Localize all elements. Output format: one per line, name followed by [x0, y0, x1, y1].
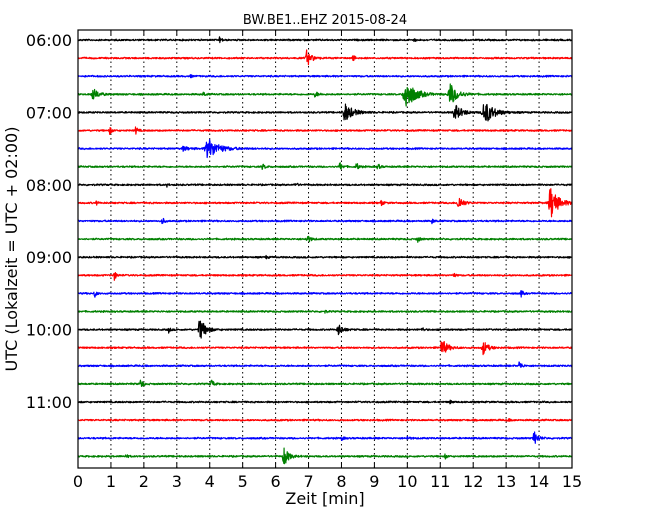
x-tick-label: 12 [463, 472, 483, 491]
x-tick-label: 11 [430, 472, 450, 491]
trace-0830 [77, 217, 573, 225]
trace-0715 [77, 126, 573, 135]
trace-0945 [77, 309, 573, 314]
y-axis-label: UTC (Lokalzeit = UTC + 02:00) [2, 127, 21, 372]
trace-0930 [77, 290, 573, 298]
trace-0745 [77, 162, 573, 170]
y-tick-label: 09:00 [26, 248, 72, 267]
trace-1045 [77, 379, 573, 387]
x-ticks: 0 1 2 3 4 5 6 7 8 9 10 11 12 13 14 15 [73, 30, 582, 491]
trace-0600 [77, 36, 573, 44]
y-tick-label: 07:00 [26, 103, 72, 122]
trace-0645 [77, 83, 573, 107]
grid-layer [110, 30, 540, 468]
trace-0630 [77, 73, 573, 79]
plot-frame [77, 29, 573, 469]
trace-1115 [77, 418, 573, 422]
traces-layer [77, 36, 573, 465]
trace-0900 [77, 254, 573, 260]
x-tick-label: 1 [106, 472, 116, 491]
trace-0815 [77, 188, 573, 218]
x-axis-label: Zeit [min] [285, 489, 364, 508]
y-ticks: 06:00 07:00 08:00 09:00 10:00 11:00 [26, 31, 572, 412]
trace-0915 [77, 271, 573, 281]
x-tick-label: 7 [303, 472, 313, 491]
x-tick-label: 13 [496, 472, 516, 491]
trace-0700 [77, 103, 573, 122]
trace-0615 [77, 49, 573, 66]
chart-title: BW.BE1..EHZ 2015-08-24 [243, 13, 407, 28]
x-tick-label: 15 [562, 472, 582, 491]
x-tick-label: 6 [271, 472, 281, 491]
x-tick-label: 2 [139, 472, 149, 491]
trace-1145 [77, 447, 573, 465]
x-tick-label: 10 [397, 472, 417, 491]
trace-1000 [77, 320, 573, 339]
y-tick-label: 06:00 [26, 31, 72, 50]
x-tick-label: 14 [529, 472, 549, 491]
trace-0845 [77, 235, 573, 243]
y-tick-label: 10:00 [26, 321, 72, 340]
x-tick-label: 8 [336, 472, 346, 491]
trace-1100 [77, 399, 573, 405]
trace-1030 [77, 361, 573, 368]
y-tick-label: 11:00 [26, 393, 72, 412]
x-tick-label: 4 [205, 472, 215, 491]
x-tick-label: 0 [73, 472, 83, 491]
x-tick-label: 3 [172, 472, 182, 491]
trace-0730 [77, 138, 573, 159]
y-tick-label: 08:00 [26, 176, 72, 195]
trace-1130 [77, 431, 573, 444]
trace-0800 [77, 182, 573, 188]
x-tick-label: 5 [238, 472, 248, 491]
x-tick-label: 9 [369, 472, 379, 491]
trace-1015 [77, 341, 573, 356]
